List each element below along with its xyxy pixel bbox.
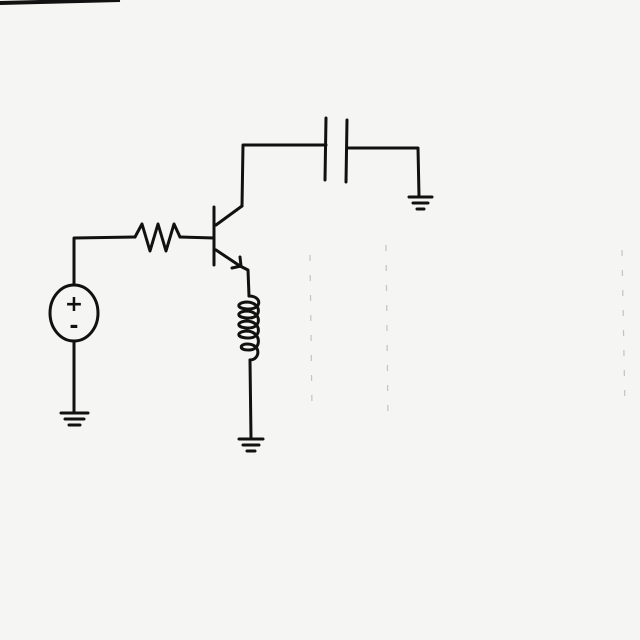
transistor-collector [214, 204, 244, 227]
scan-edge-mark [0, 0, 121, 5]
ground-inductor [237, 437, 265, 453]
ground-capacitor [407, 195, 434, 211]
wire-capacitor-to-ground [345, 146, 421, 198]
background-artifacts [309, 244, 626, 421]
ground-source [59, 411, 90, 427]
capacitor [323, 116, 349, 184]
wire-emitter-to-inductor [238, 264, 251, 298]
transistor [212, 204, 244, 270]
wire-source-to-resistor [72, 235, 137, 287]
inductor [237, 294, 261, 362]
voltage-source: + - [48, 283, 100, 343]
transistor-emitter [214, 248, 242, 268]
plus-sign: + [65, 292, 83, 317]
wire-resistor-to-base [178, 235, 216, 240]
minus-sign: - [69, 314, 78, 339]
wire-inductor-to-ground [248, 358, 253, 440]
wire-collector-to-capacitor [240, 143, 328, 208]
resistor [133, 222, 182, 253]
